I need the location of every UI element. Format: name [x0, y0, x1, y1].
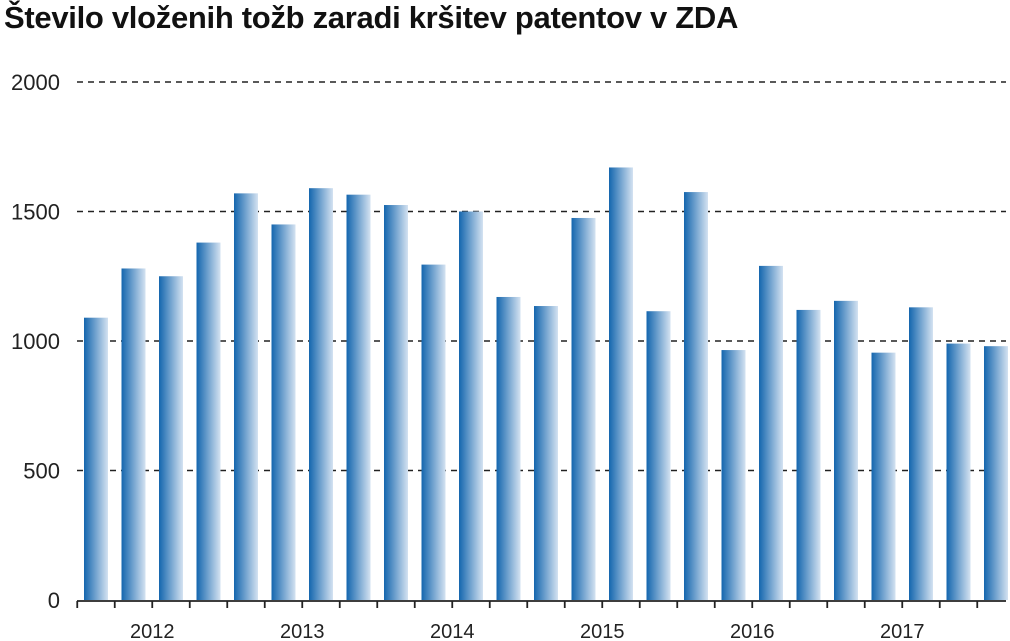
y-tick-label: 0 — [48, 588, 60, 613]
y-axis-tick-labels: 0 500 1000 1500 2000 — [11, 70, 60, 613]
bar — [946, 343, 971, 600]
x-tick-label: 2013 — [280, 621, 325, 641]
bar — [909, 307, 933, 600]
bar — [721, 350, 746, 600]
bars — [84, 167, 1008, 601]
bar — [759, 265, 783, 600]
bar — [871, 352, 896, 600]
x-axis — [76, 600, 1006, 608]
x-axis-tick-labels: 2012 2013 2014 2015 2016 2017 — [130, 621, 925, 641]
bar — [834, 300, 858, 600]
bar — [496, 296, 521, 600]
x-tick-label: 2016 — [730, 621, 775, 641]
bar — [384, 205, 408, 600]
bar — [271, 224, 296, 600]
bar — [196, 242, 221, 600]
bar — [346, 194, 371, 601]
bar — [534, 306, 558, 600]
x-tick-label: 2014 — [430, 621, 475, 641]
bar — [309, 188, 333, 600]
bar — [159, 276, 183, 600]
y-tick-label: 1500 — [11, 200, 60, 225]
y-tick-label: 500 — [23, 459, 60, 484]
bar — [984, 346, 1008, 600]
y-tick-label: 2000 — [11, 70, 60, 95]
bar — [609, 167, 633, 600]
bar — [459, 211, 483, 600]
x-tick-label: 2012 — [130, 621, 175, 641]
bar — [646, 311, 671, 600]
bar — [684, 192, 708, 600]
bar — [234, 193, 258, 600]
bar — [84, 317, 108, 600]
bar — [421, 264, 446, 600]
bar — [796, 309, 821, 600]
y-tick-label: 1000 — [11, 329, 60, 354]
x-tick-label: 2017 — [880, 621, 925, 641]
chart-title: Število vloženih tožb zaradi kršitev pat… — [4, 0, 739, 35]
bar — [571, 217, 596, 600]
x-tick-label: 2015 — [580, 621, 625, 641]
bar — [121, 268, 146, 600]
